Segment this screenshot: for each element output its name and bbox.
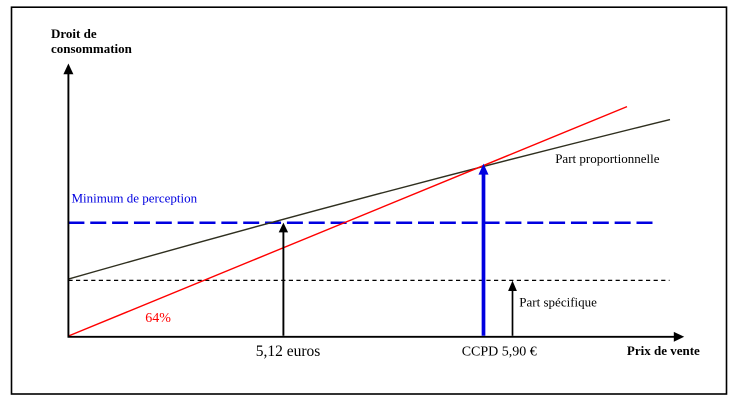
svg-text:5,12 euros: 5,12 euros (256, 343, 321, 360)
svg-text:Prix de vente: Prix de vente (627, 343, 700, 358)
svg-text:64%: 64% (145, 311, 171, 326)
svg-text:CCPD 5,90 €: CCPD 5,90 € (462, 345, 537, 360)
svg-text:Droit de: Droit de (51, 26, 97, 41)
svg-text:consommation: consommation (51, 41, 133, 56)
svg-text:Part spécifique: Part spécifique (519, 295, 597, 310)
svg-text:Minimum de perception: Minimum de perception (72, 191, 198, 206)
svg-text:Part proportionnelle: Part proportionnelle (555, 151, 660, 166)
